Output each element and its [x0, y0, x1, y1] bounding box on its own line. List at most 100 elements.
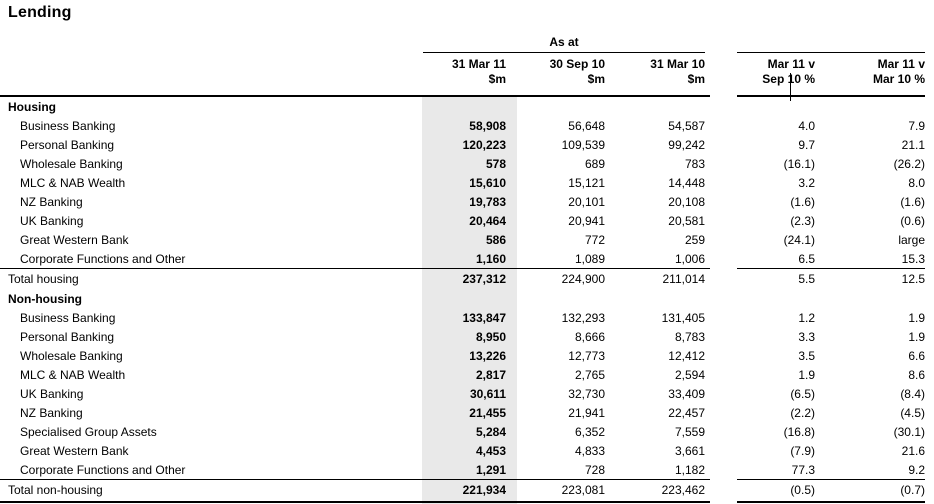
cell-vs-mar10-pct: 21.6: [901, 444, 925, 458]
cell-mar10-value: 1,182: [674, 463, 705, 477]
total-row: Total non-housing 221,934 223,081 223,462 (0…: [0, 480, 934, 501]
rule-under-as-at: [423, 52, 705, 53]
row-label: UK Banking: [20, 387, 84, 401]
table-row: Great Western Bank 586 772 259 (24.1) large: [0, 231, 934, 250]
cell-vs-mar10-pct: 1.9: [908, 330, 925, 344]
cell-sep10-value: 8,666: [574, 330, 605, 344]
cell-sep10-value: 15,121: [568, 176, 605, 190]
rule-header-bottom-right: [737, 95, 925, 97]
table-row: Wholesale Banking 578 689 783 (16.1) (26.2): [0, 155, 934, 174]
cell-vs-sep10-pct: (2.3): [790, 214, 815, 228]
column-header-line2: Sep 10 %: [762, 72, 815, 86]
cell-mar11-value: 30,611: [469, 387, 506, 401]
cell-vs-mar10-pct: (30.1): [893, 425, 925, 439]
cell-vs-mar10-pct: 1.9: [908, 311, 925, 325]
cell-sep10-value: 20,941: [568, 214, 605, 228]
cell-mar11-value: [422, 98, 506, 117]
table-row: NZ Banking 21,455 21,941 22,457 (2.2) (4.5): [0, 404, 934, 423]
cell-mar11-value: 133,847: [462, 311, 506, 325]
column-header-mar11-v-mar10: Mar 11 v Mar 10 %: [825, 57, 925, 87]
column-header-line2: Mar 10 %: [872, 72, 925, 86]
cell-mar11-value: 19,783: [469, 195, 506, 209]
row-label: Personal Banking: [20, 330, 115, 344]
cell-vs-mar10-pct: 8.6: [908, 368, 925, 382]
cell-mar10-value: 223,462: [661, 483, 705, 497]
table-row: Great Western Bank 4,453 4,833 3,661 (7.9) 21…: [0, 442, 934, 461]
cell-sep10-value: [506, 98, 605, 117]
column-header-line1: 31 Mar 10: [650, 57, 705, 71]
cell-mar11-value: 2,817: [475, 368, 506, 382]
table-row: Personal Banking 120,223 109,539 99,242 9.7 2…: [0, 136, 934, 155]
column-header-31-mar-11: 31 Mar 11 $m: [406, 57, 506, 87]
cell-vs-sep10-pct: 6.5: [798, 252, 815, 266]
cell-vs-sep10-pct: 1.9: [798, 368, 815, 382]
cell-mar11-value: 4,453: [475, 444, 506, 458]
cell-vs-mar10-pct: large: [898, 233, 925, 247]
column-header-line1: 31 Mar 11: [451, 57, 506, 71]
column-header-line1: Mar 11 v: [767, 57, 815, 71]
cell-mar10-value: 259: [684, 233, 705, 247]
cell-mar10-value: [605, 290, 705, 309]
cell-sep10-value: 1,089: [574, 252, 605, 266]
cell-mar10-value: 20,581: [668, 214, 705, 228]
cell-mar10-value: 8,783: [674, 330, 705, 344]
row-label: Total housing: [8, 272, 79, 286]
cell-mar10-value: 3,661: [674, 444, 705, 458]
cell-vs-sep10-pct: (16.1): [783, 157, 815, 171]
row-label: Great Western Bank: [20, 233, 129, 247]
cell-sep10-value: 21,941: [568, 406, 605, 420]
rule-above-total-non-housing-right: [737, 479, 925, 480]
row-label: Corporate Functions and Other: [20, 252, 186, 266]
cell-mar10-value: 131,405: [661, 311, 705, 325]
cell-sep10-value: 20,101: [568, 195, 605, 209]
cell-mar11-value: 120,223: [462, 138, 506, 152]
cell-sep10-value: [506, 290, 605, 309]
row-label: Corporate Functions and Other: [20, 463, 186, 477]
row-label: Personal Banking: [20, 138, 115, 152]
table-row: UK Banking 30,611 32,730 33,409 (6.5) (8.4): [0, 385, 934, 404]
cell-mar11-value: 1,160: [475, 252, 506, 266]
column-header-31-mar-10: 31 Mar 10 $m: [605, 57, 705, 87]
cell-mar10-value: 12,412: [668, 349, 705, 363]
cell-mar11-value: 8,950: [475, 330, 506, 344]
cell-mar11-value: 1,291: [475, 463, 506, 477]
row-label: Non-housing: [8, 292, 82, 306]
table-row: Business Banking 133,847 132,293 131,405 1.2…: [0, 309, 934, 328]
total-row: Total housing 237,312 224,900 211,014 5.5 12.…: [0, 269, 934, 290]
cell-vs-mar10-pct: (8.4): [900, 387, 925, 401]
cell-vs-mar10-pct: (4.5): [900, 406, 925, 420]
cell-vs-mar10-pct: 6.6: [908, 349, 925, 363]
table-body: Housing Business Banking 58,908 56,648 54,58…: [0, 98, 934, 501]
table-row: Personal Banking 8,950 8,666 8,783 3.3 1.9: [0, 328, 934, 347]
column-header-line2: $m: [687, 72, 705, 86]
cell-sep10-value: 4,833: [574, 444, 605, 458]
table-row: Wholesale Banking 13,226 12,773 12,412 3.5 6.…: [0, 347, 934, 366]
cell-mar10-value: 7,559: [674, 425, 705, 439]
table-row: Corporate Functions and Other 1,291 728 1,1…: [0, 461, 934, 480]
cell-vs-mar10-pct: 9.2: [908, 463, 925, 477]
cell-mar10-value: 783: [684, 157, 705, 171]
cell-sep10-value: 6,352: [574, 425, 605, 439]
page-title: Lending: [8, 4, 72, 21]
cell-mar10-value: [605, 98, 705, 117]
group-header-as-at: As at: [549, 35, 579, 49]
cell-mar11-value: 20,464: [469, 214, 506, 228]
cell-mar10-value: 14,448: [668, 176, 705, 190]
cell-mar11-value: 578: [485, 157, 506, 171]
row-label: NZ Banking: [20, 195, 83, 209]
row-label: Housing: [8, 100, 56, 114]
cell-mar10-value: 1,006: [674, 252, 705, 266]
column-header-line2: $m: [587, 72, 605, 86]
row-label: Wholesale Banking: [20, 157, 123, 171]
cell-vs-sep10-pct: (24.1): [783, 233, 815, 247]
rule-table-bottom-right: [737, 501, 925, 503]
table-row: NZ Banking 19,783 20,101 20,108 (1.6) (1.6): [0, 193, 934, 212]
cell-vs-mar10-pct: (0.7): [900, 483, 925, 497]
table-row: Business Banking 58,908 56,648 54,587 4.0 7.9: [0, 117, 934, 136]
cell-vs-sep10-pct: 3.5: [798, 349, 815, 363]
cell-vs-mar10-pct: [815, 290, 925, 309]
cell-sep10-value: 32,730: [568, 387, 605, 401]
cell-vs-sep10-pct: [705, 290, 815, 309]
row-label: Great Western Bank: [20, 444, 129, 458]
column-header-line1: 30 Sep 10: [549, 57, 605, 71]
